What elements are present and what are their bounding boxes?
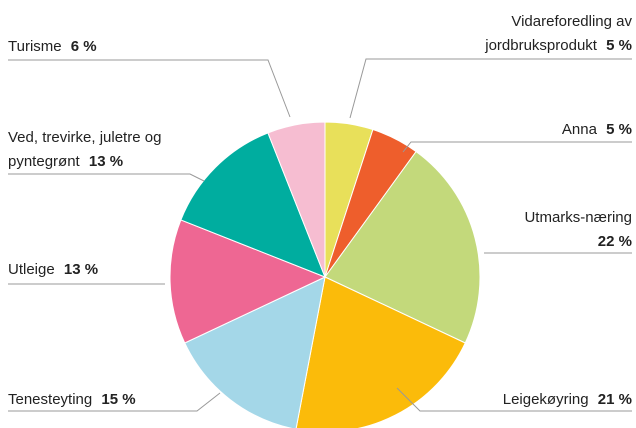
slice-label: Leigekøyring 21 % — [503, 388, 632, 412]
category-name: Turisme — [8, 38, 62, 55]
category-name: Ved, trevirke, juletre og pyntegrønt — [8, 129, 162, 170]
category-name: Vidareforedling av jordbruksprodukt — [485, 13, 632, 54]
pie-slice — [295, 276, 466, 428]
slice-label: Ved, trevirke, juletre og pyntegrønt 13 … — [8, 126, 183, 174]
leader-line — [8, 59, 291, 118]
pie-slice — [267, 121, 326, 278]
leader-line — [8, 392, 221, 412]
value-label: 22 % — [597, 233, 632, 250]
slice-label: Anna 5 % — [562, 118, 632, 142]
value-label: 13 % — [63, 261, 99, 278]
leader-line — [396, 387, 632, 412]
slice-label: Utleige 13 % — [8, 258, 98, 282]
value-label: 5 % — [606, 121, 632, 138]
value-label: 5 % — [606, 37, 632, 54]
category-name: Leigekøyring — [502, 391, 589, 408]
value-label: 21 % — [597, 391, 632, 408]
value-label: 6 % — [70, 38, 97, 55]
slice-label: Utmarks-næring 22 % — [520, 206, 632, 254]
value-label: 15 % — [101, 391, 136, 408]
slice-label: Turisme 6 % — [8, 35, 97, 59]
category-name: Utleige — [8, 261, 55, 278]
slice-label: Vidareforedling av jordbruksprodukt 5 % — [442, 10, 632, 58]
leader-line — [402, 141, 632, 153]
slice-label: Tenesteyting 15 % — [8, 388, 136, 412]
pie-slice — [169, 219, 327, 344]
category-name: Utmarks-næring — [524, 209, 632, 226]
pie-slice — [180, 132, 326, 278]
category-name: Anna — [561, 121, 597, 138]
pie-slice — [184, 276, 326, 428]
category-name: Tenesteyting — [8, 391, 93, 408]
leader-line — [349, 58, 632, 119]
leader-line — [8, 173, 205, 182]
value-label: 13 % — [88, 153, 124, 170]
